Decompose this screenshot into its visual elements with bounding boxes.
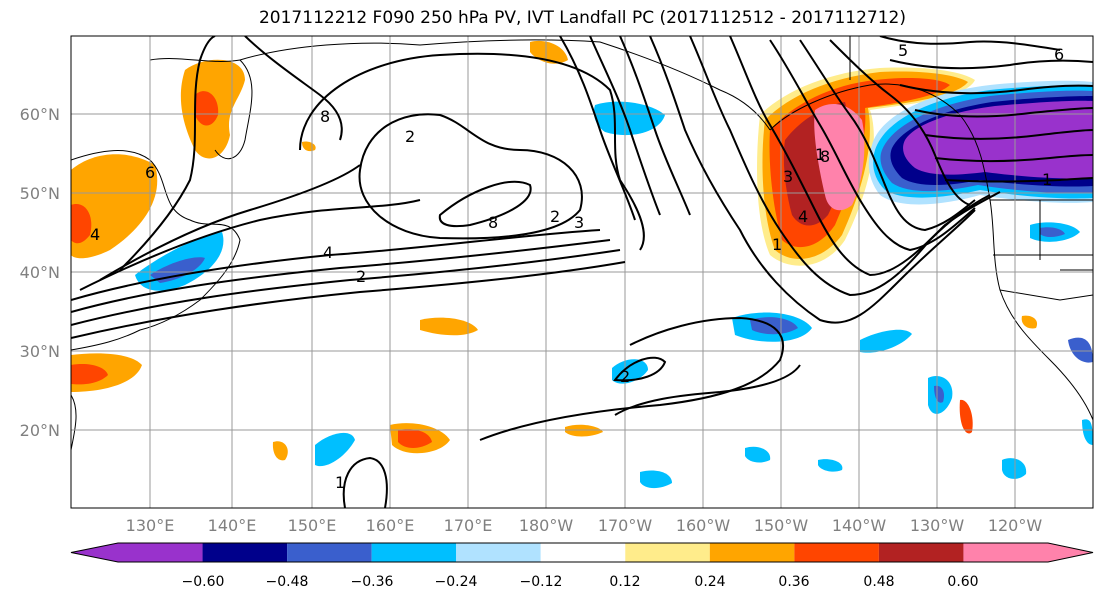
figure-title: 2017112212 F090 250 hPa PV, IVT Landfall… [258,8,906,28]
pv-contours [71,36,1093,508]
colorbar-segment [625,543,710,562]
colorbar-ticks: −0.60 −0.48 −0.36 −0.24 −0.12 0.12 0.24 … [182,574,979,590]
contour-label: 8 [820,147,830,166]
shade-blue-l [1082,419,1093,445]
contour-label: 4 [90,225,100,244]
colorbar-tick-label: 0.36 [778,574,809,590]
colorbar-tick-label: 0.24 [694,574,725,590]
lon-label: 140°E [208,516,257,535]
colorbar [70,542,1094,563]
lat-axis: 60°N 50°N 40°N 30°N 20°N [20,105,60,440]
shade-blue-g [860,329,912,353]
contour-label: 2 [356,267,366,286]
shade-blob-4 [272,441,288,461]
shade-blue-k [1068,337,1093,363]
colorbar-outline [70,542,1094,563]
shade-blue-a [315,432,355,467]
colorbar-tick-label: −0.36 [351,574,394,590]
lon-label: 170°W [598,516,653,535]
colorbar-tick-label: 0.60 [947,574,978,590]
shade-blue-f [818,459,843,472]
shade-japan-blue2 [150,257,205,283]
colorbar-segment [794,543,879,562]
contour-label: 2 [405,127,415,146]
lon-label: 150°E [288,516,337,535]
colorbar-segment [287,543,372,562]
lat-label: 50°N [20,184,60,203]
contour-label: 2 [550,207,560,226]
colorbar-segment [371,543,457,562]
contour-labels: 6 4 2 4 8 2 3 8 2 1 1 1 3 4 8 5 6 2 1 [90,41,1064,492]
colorbar-segment [456,543,541,562]
colorbar-tick-label: −0.60 [182,574,225,590]
contour-label: 4 [323,243,333,262]
shade-blob-1 [420,317,478,336]
contour-label: 4 [798,207,808,226]
map-frame [70,35,1094,509]
shade-blue-d [640,470,672,489]
contour-label: 1 [335,473,345,492]
contour-label: 1 [772,235,782,254]
shade-blob-8 [1021,315,1038,329]
lat-label: 20°N [20,421,60,440]
shade-asia-red [71,204,92,244]
lon-label: 170°E [444,516,493,535]
colorbar-segment [878,543,964,562]
lat-label: 40°N [20,263,60,282]
colorbar-tick-label: 0.12 [609,574,640,590]
coastlines [71,36,1093,451]
lon-label: 120°W [988,516,1043,535]
shade-blue-j2 [1040,227,1065,237]
shade-blob-3 [565,424,603,437]
shade-blue-i [1002,458,1027,479]
contour-label: 6 [1054,45,1064,64]
contour-label: 3 [783,167,793,186]
lon-axis: 130°E 140°E 150°E 160°E 170°E 180°W 170°… [126,516,1043,535]
lat-label: 30°N [20,342,60,361]
colorbar-tick-label: −0.48 [266,574,309,590]
shade-blob-7 [959,399,973,434]
contour-label: 6 [145,163,155,182]
shade-blue-h2 [934,385,944,403]
colorbar-tick-label: −0.24 [435,574,478,590]
shade-west-red [71,364,108,385]
colorbar-extend-low [71,543,118,562]
contour-label: 2 [620,367,630,386]
contour-label: 3 [574,213,584,232]
lon-label: 140°W [832,516,887,535]
contour-label: 5 [898,41,908,60]
colorbar-tick-label: 0.48 [863,574,894,590]
lon-label: 130°E [126,516,175,535]
colorbar-segment [540,543,626,562]
shade-blue-b [612,359,648,384]
lon-label: 150°W [754,516,809,535]
colorbar-segment [118,543,203,562]
lat-label: 60°N [20,105,60,124]
map-panel: 6 4 2 4 8 2 3 8 2 1 1 1 3 4 8 5 6 2 1 [71,36,1093,508]
colorbar-segment [202,543,288,562]
lon-label: 160°E [366,516,415,535]
contour-label: 8 [488,213,498,232]
colorbar-segment [963,543,1048,562]
colorbar-extend-high [1048,543,1093,562]
shade-asia-orange [71,154,158,259]
contour-label: 8 [320,107,330,126]
shade-blue-e [745,446,771,463]
colorbar-segment [709,543,795,562]
colorbar-tick-label: −0.12 [520,574,563,590]
lon-label: 160°W [676,516,731,535]
lon-label: 130°W [910,516,965,535]
lon-label: 180°W [519,516,574,535]
contour-label: 1 [815,145,825,164]
shade-okhotsk-red [195,91,219,126]
contour-label: 1 [1042,170,1052,189]
shade-blob-2r [398,429,432,448]
